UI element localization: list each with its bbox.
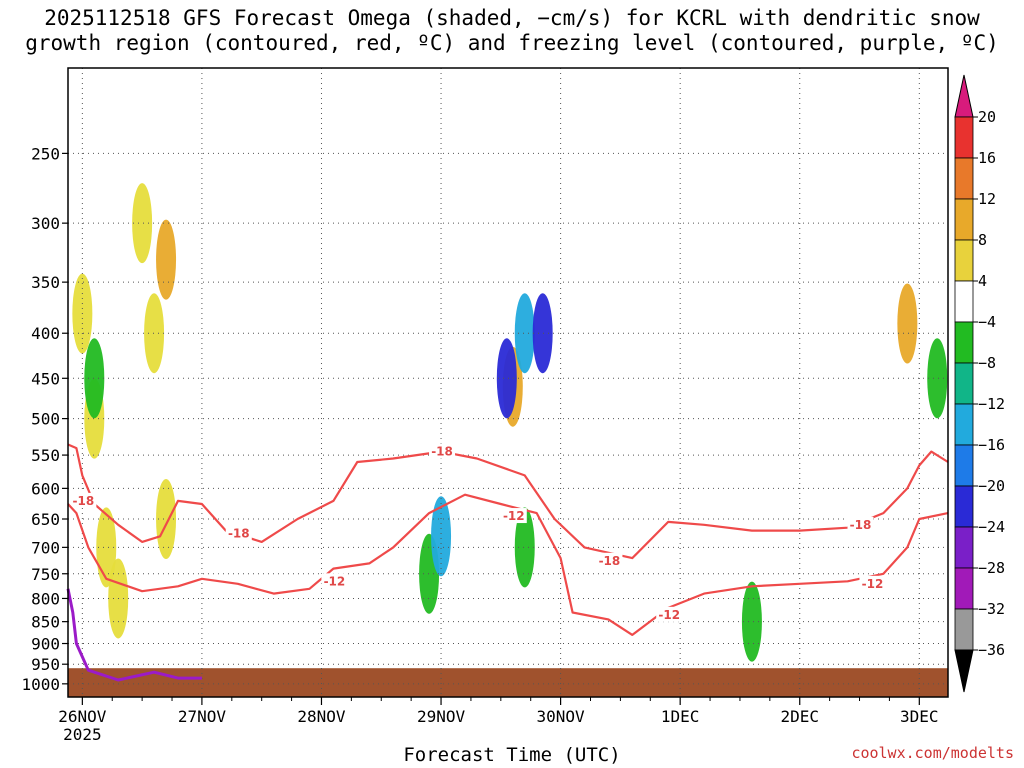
contour-label-bg — [70, 492, 97, 508]
contour-label--12-3: -12 — [862, 577, 884, 591]
colorbar-band-5 — [954, 321, 974, 364]
colorbar-band-4 — [954, 280, 974, 323]
contour-label--12-2: -12 — [658, 608, 680, 622]
y-tick-label-750: 750 — [31, 565, 60, 584]
colorbar-tick-label-3: 8 — [978, 231, 987, 249]
contour-label--18-0: -18 — [73, 494, 95, 508]
x-tick-label-3DEC: 3DEC — [900, 707, 939, 726]
colorbar-top-arrow — [954, 74, 974, 118]
x-tick-label-30NOV: 30NOV — [537, 707, 586, 726]
colorbar-tick-label-5: −4 — [978, 313, 996, 331]
colorbar-bottom-arrow — [954, 649, 974, 693]
plot-area: -18 -18 -18 -18 -18 -12 -12 -12 -12 250 300 350 400 4… — [21, 67, 949, 744]
colorbar-tick-label-7: −12 — [978, 395, 1005, 413]
y-tick-label-600: 600 — [31, 479, 60, 498]
colorbar-tick-label-12: −32 — [978, 600, 1005, 618]
x-tick-label-29NOV: 29NOV — [417, 707, 466, 726]
x-tick-label-2DEC: 2DEC — [780, 707, 819, 726]
contour-label-bg — [321, 573, 348, 589]
plot-frame — [67, 67, 949, 698]
x-axis-label: Forecast Time (UTC) — [403, 744, 621, 766]
colorbar-band-11 — [954, 567, 974, 610]
colorbar-band-7 — [954, 403, 974, 446]
y-tick-label-900: 900 — [31, 635, 60, 654]
colorbar-band-8 — [954, 444, 974, 487]
colorbar-band-2 — [954, 198, 974, 241]
contour-label-bg — [500, 508, 527, 524]
omega-region-4-6 — [156, 479, 177, 560]
contour-label--18-1: -18 — [228, 526, 250, 540]
contour-label-bg — [429, 443, 456, 459]
contour--12 — [67, 493, 949, 636]
omega-region--20-1 — [532, 293, 553, 374]
y-tick-label-700: 700 — [31, 538, 60, 557]
x-tick-label-1DEC: 1DEC — [661, 707, 700, 726]
colorbar: 20 16 12 8 4 −4 −8 −12 −16 −20 −24 −28 −32 −36 — [954, 74, 1005, 693]
omega-region--12-1 — [514, 293, 535, 374]
contour-label-bg — [225, 525, 252, 541]
colorbar-band-10 — [954, 526, 974, 569]
contour-label--12-1: -12 — [503, 509, 525, 523]
omega-region-4-2 — [96, 507, 117, 588]
y-tick-label-650: 650 — [31, 510, 60, 529]
colorbar-tick-label-10: −24 — [978, 518, 1005, 536]
omega-region--4-2 — [514, 507, 535, 588]
omega-region-8-2 — [897, 283, 918, 364]
contour-label-bg — [847, 516, 874, 532]
contour--18 — [67, 443, 949, 560]
colorbar-tick-label-13: −36 — [978, 641, 1005, 659]
y-tick-label-400: 400 — [31, 324, 60, 343]
contour-label--12-0: -12 — [324, 574, 346, 588]
colorbar-band-6 — [954, 362, 974, 405]
credit-link[interactable]: coolwx.com/modelts — [851, 744, 1014, 762]
omega-region-4-5 — [144, 293, 165, 374]
y-tick-label-850: 850 — [31, 613, 60, 632]
omega-region--4-0 — [84, 338, 105, 419]
colorbar-tick-label-8: −16 — [978, 436, 1005, 454]
x-tick-label-27NOV: 27NOV — [178, 707, 227, 726]
contour-label-bg — [596, 552, 623, 568]
contour-label--18-2: -18 — [431, 445, 453, 459]
colorbar-tick-label-11: −28 — [978, 559, 1005, 577]
omega-region-4-4 — [132, 183, 153, 264]
colorbar-band-3 — [954, 239, 974, 282]
colorbar-tick-label-2: 12 — [978, 190, 996, 208]
contour-label--18-4: -18 — [850, 518, 872, 532]
colorbar-tick-label-4: 4 — [978, 272, 987, 290]
omega-region-8-0 — [156, 219, 177, 300]
omega-region--4-3 — [741, 581, 762, 662]
y-tick-label-500: 500 — [31, 410, 60, 429]
colorbar-band-12 — [954, 608, 974, 651]
colorbar-tick-label-6: −8 — [978, 354, 996, 372]
colorbar-band-1 — [954, 157, 974, 200]
x-tick-label-26NOV: 26NOV — [58, 707, 107, 726]
y-tick-label-800: 800 — [31, 589, 60, 608]
y-tick-label-450: 450 — [31, 369, 60, 388]
x-tick-label-28NOV: 28NOV — [297, 707, 346, 726]
y-tick-label-1000: 1000 — [21, 675, 60, 694]
contour-0 — [66, 588, 202, 682]
omega-region--20-0 — [496, 338, 517, 419]
chart-title: 2025112518 GFS Forecast Omega (shaded, −… — [25, 6, 999, 55]
x-tick-sublabel: 2025 — [63, 725, 102, 744]
omega-region--12-0 — [431, 496, 452, 577]
contour-label-bg — [656, 606, 683, 622]
y-tick-label-250: 250 — [31, 144, 60, 163]
colorbar-tick-label-1: 16 — [978, 149, 996, 167]
ground-layer — [68, 668, 948, 697]
colorbar-band-9 — [954, 485, 974, 528]
colorbar-band-0 — [954, 116, 974, 159]
contour-label--18-3: -18 — [599, 554, 621, 568]
contour-label-bg — [859, 575, 886, 591]
y-tick-label-300: 300 — [31, 214, 60, 233]
y-tick-label-350: 350 — [31, 273, 60, 292]
colorbar-tick-label-9: −20 — [978, 477, 1005, 495]
colorbar-tick-label-0: 20 — [978, 108, 996, 126]
y-tick-label-950: 950 — [31, 655, 60, 674]
y-tick-label-550: 550 — [31, 446, 60, 465]
omega-region--4-4 — [927, 338, 948, 419]
